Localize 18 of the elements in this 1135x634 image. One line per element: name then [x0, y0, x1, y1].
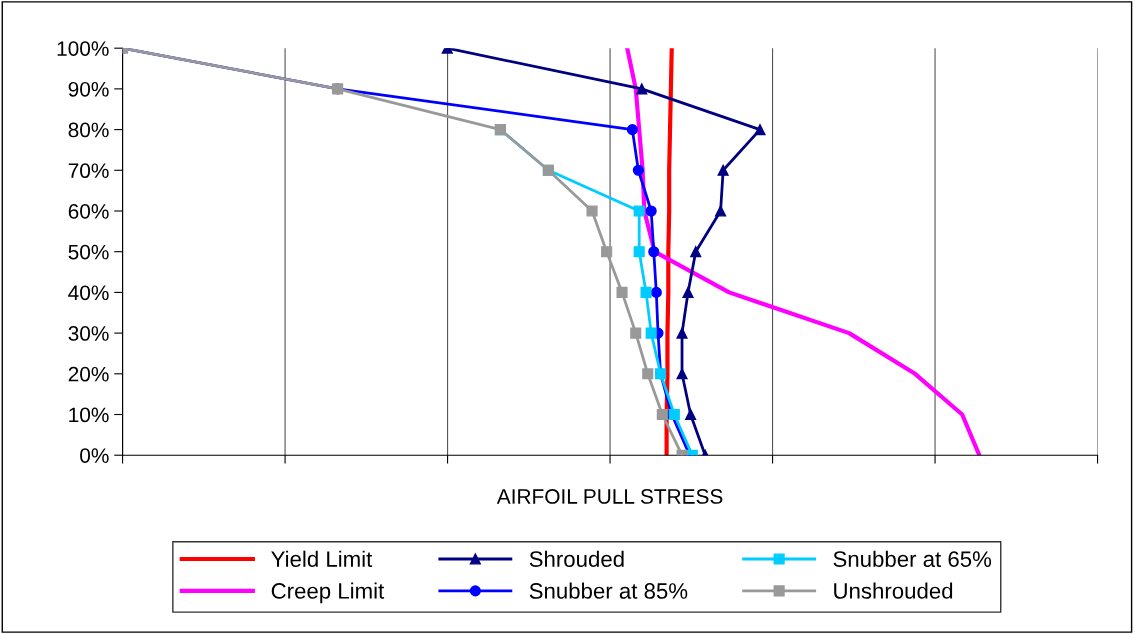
legend-label: Snubber at 85%	[529, 582, 688, 599]
y-tick-label: 0%	[80, 448, 109, 463]
legend-label: Yield Limit	[271, 550, 373, 567]
y-tick-label: 20%	[68, 366, 109, 382]
y-tick-label: 10%	[69, 407, 109, 423]
y-tick-label: 60%	[68, 204, 109, 219]
y-tick-label: 30%	[68, 326, 109, 341]
y-tick-label: 40%	[68, 285, 109, 301]
legend-label: Shrouded	[529, 550, 624, 567]
legend-label: Creep Limit	[271, 582, 385, 604]
legend-label: Snubber at 65%	[833, 550, 992, 567]
x-axis-title: AIRFOIL PULL STRESS	[496, 489, 723, 504]
y-tick-label: 70%	[68, 163, 109, 179]
legend-label: Unshrouded	[834, 582, 953, 599]
y-tick-label: 80%	[68, 122, 109, 138]
y-tick-label: 90%	[68, 81, 109, 97]
y-tick-label: 100%	[57, 41, 109, 56]
y-tick-label: 50%	[68, 244, 109, 260]
